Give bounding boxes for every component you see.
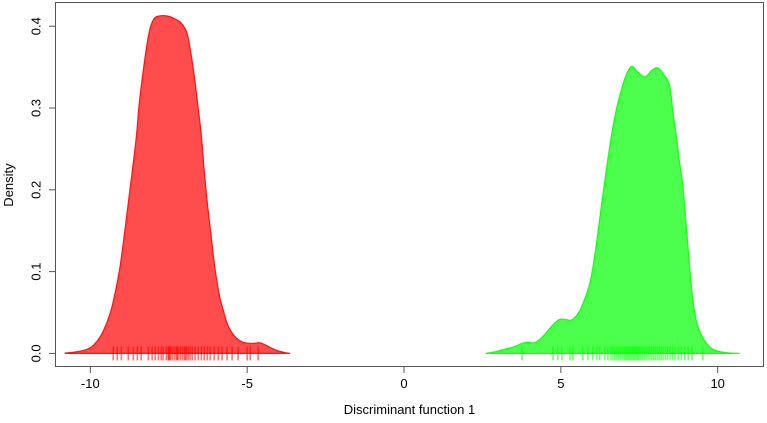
x-tick-label: -10 bbox=[81, 376, 100, 391]
y-tick-label: 0.1 bbox=[29, 263, 44, 281]
plot-border bbox=[55, 2, 764, 367]
density-curve-group-green bbox=[485, 65, 740, 354]
x-tick-label: -5 bbox=[241, 376, 253, 391]
y-tick-label: 0.2 bbox=[29, 181, 44, 199]
x-tick-label: 5 bbox=[557, 376, 564, 391]
y-axis-title: Density bbox=[1, 163, 16, 207]
x-axis-title: Discriminant function 1 bbox=[343, 402, 476, 417]
y-tick-label: 0.3 bbox=[29, 99, 44, 117]
y-tick-label: 0.4 bbox=[29, 17, 44, 35]
x-tick-label: 0 bbox=[400, 376, 407, 391]
y-tick-label: 0.0 bbox=[29, 344, 44, 362]
x-tick-label: 10 bbox=[710, 376, 724, 391]
density-curve-group-red bbox=[64, 14, 291, 354]
